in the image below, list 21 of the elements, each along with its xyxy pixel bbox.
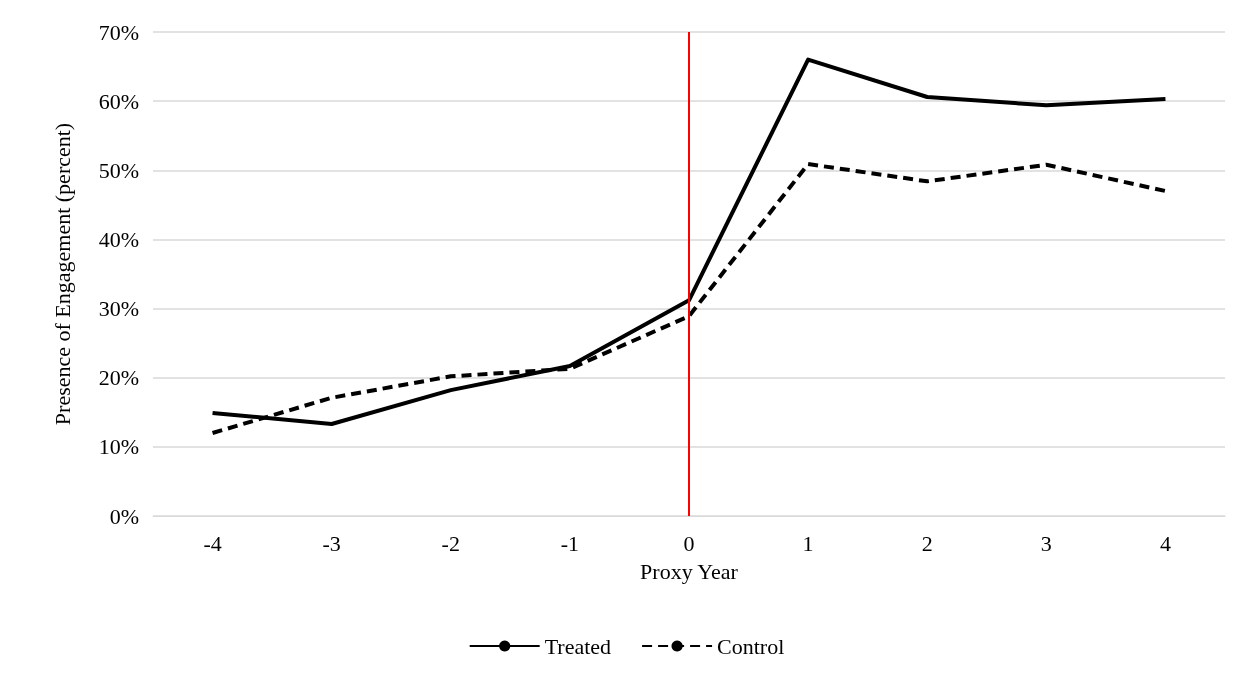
y-tick-label: 40% (98, 226, 139, 252)
y-tick-label: 10% (98, 434, 139, 460)
x-tick-label: 2 (921, 530, 933, 556)
y-tick-label: 60% (98, 88, 139, 114)
x-tick-label: 0 (683, 530, 695, 556)
y-tick-label: 50% (98, 157, 139, 183)
x-tick-label: -4 (203, 530, 222, 556)
x-tick-label: -2 (441, 530, 460, 556)
x-tick-label: 1 (802, 530, 814, 556)
x-tick-label: -3 (322, 530, 341, 556)
y-tick-label: 20% (98, 365, 139, 391)
x-tick-label: -1 (560, 530, 580, 556)
y-tick-label: 30% (98, 296, 139, 322)
x-tick-label: 4 (1159, 530, 1171, 556)
y-tick-label: 70% (98, 19, 139, 45)
legend-label: Control (717, 633, 785, 659)
y-axis-title: Presence of Engagement (percent) (49, 122, 75, 426)
x-tick-label: 3 (1040, 530, 1052, 556)
legend-label: Treated (544, 633, 612, 659)
y-tick-label: 0% (109, 503, 139, 529)
x-axis-title: Proxy Year (640, 558, 739, 584)
